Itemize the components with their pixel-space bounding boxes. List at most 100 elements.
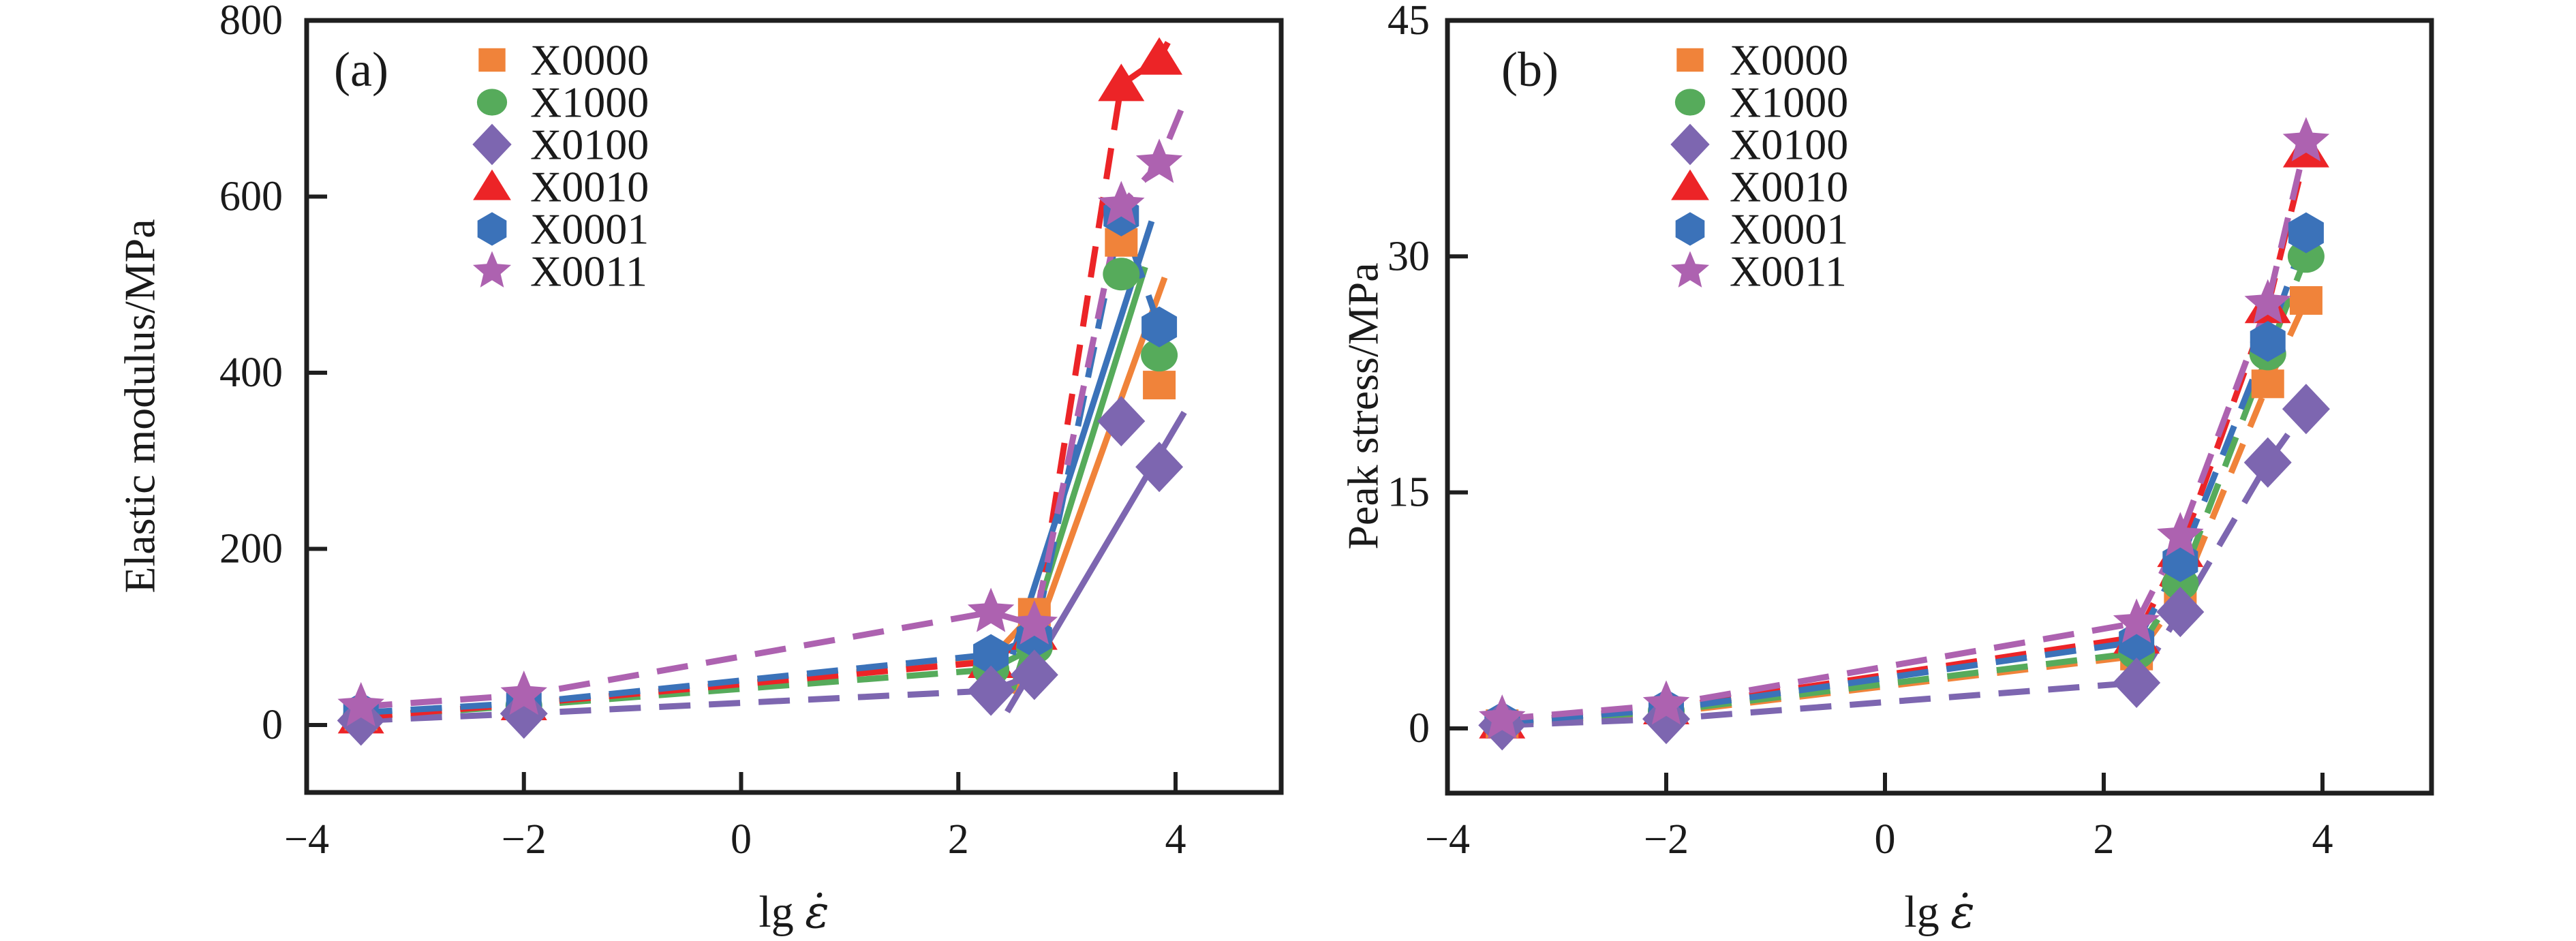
legend-label-X0011: X0011 [530,247,647,296]
y-tick-label: 600 [219,174,283,220]
marker-X0011 [2157,512,2204,557]
legend-marker-X0011 [1670,251,1710,288]
marker-X0100 [500,688,548,739]
marker-X0001 [973,634,1009,675]
x-tick-label: 0 [1875,816,1896,863]
series-line-X1000 [1501,255,2310,727]
fit-line-X0001 [1009,220,1155,655]
legend-item-X0100: X0100 [1670,121,1848,169]
marker-X0000 [1143,371,1176,400]
panel-label: (a) [334,42,388,97]
marker-X0011 [1479,694,1526,739]
x-tick-label: 0 [731,816,752,863]
marker-X0011 [2244,279,2291,324]
legend-marker-X1000 [1674,89,1706,116]
series-line-X1000 [361,645,1036,720]
marker-X0100 [2156,587,2205,638]
series-line-X0000 [361,610,1037,720]
marker-X0001 [1141,306,1178,348]
legend-item-X1000: X1000 [476,78,649,127]
marker-X0100 [1097,396,1146,447]
legend-marker-X0000 [478,48,506,72]
legend-label-X0011: X0011 [1730,247,1847,296]
marker-X0011 [1135,138,1183,183]
x-tick-label: 2 [948,816,969,863]
x-tick-label: −4 [1425,816,1470,863]
legend-label-X0010: X0010 [1730,163,1848,211]
y-tick-label: 800 [219,0,283,44]
marker-X0011 [500,670,547,715]
y-axis-title: Peak stress/MPa [1339,262,1387,549]
legend-item-X0011: X0011 [1670,247,1847,296]
y-axis-title: Elastic modulus/MPa [116,219,164,593]
y-tick-label: 400 [219,350,283,396]
legend-label-X0001: X0001 [530,205,649,253]
legend-label-X0010: X0010 [530,163,649,211]
legend-label-X0100: X0100 [1730,121,1848,169]
legend-label-X1000: X1000 [530,78,649,127]
legend-marker-X0001 [477,212,507,246]
marker-X0011 [2113,598,2160,643]
y-tick-label: 15 [1387,469,1430,516]
x-axis-title: lg ε̇ [1904,886,1974,938]
marker-X0011 [1098,181,1145,226]
marker-X0001 [2288,212,2324,253]
legend-label-X0001: X0001 [1730,205,1848,253]
series-line-X0100 [361,672,1036,724]
y-tick-label: 30 [1387,233,1430,279]
marker-X0011 [337,681,384,726]
marker-X1000 [1141,339,1178,372]
legend-item-X0001: X0001 [1675,205,1848,253]
x-tick-label: 2 [2094,816,2115,863]
legend-label-X0000: X0000 [1730,36,1848,84]
legend-marker-X0100 [472,123,512,166]
panel-a: −4 −2 0 2 4 0 200 400 600 800 X0000X1000X0100X0010… [116,0,1284,938]
marker-X0011 [1642,680,1690,725]
panel-label: (b) [1501,42,1559,97]
marker-X0100 [2282,384,2330,435]
marker-X1000 [2287,240,2325,273]
x-axis-title: lg ε̇ [758,886,829,938]
legend-marker-X0011 [472,251,512,288]
marker-X0000 [2251,369,2284,399]
series-line-X0010 [1501,150,2310,726]
marker-X0010 [1098,63,1145,102]
y-tick-label: 200 [219,526,283,572]
marker-X0001 [2250,320,2286,362]
marker-X0011 [2282,117,2330,161]
legend-label-X1000: X1000 [1730,78,1848,127]
plot-box [1445,18,2434,796]
legend-marker-X0010 [473,169,511,200]
marker-X0010 [1136,37,1183,75]
y-tick-label: 45 [1387,0,1430,44]
legend-item-X0000: X0000 [1676,36,1848,84]
legend-label-X0100: X0100 [530,121,649,169]
marker-X0100 [967,665,1015,716]
x-tick-label: −2 [502,816,547,863]
legend-item-X0010: X0010 [473,163,649,211]
marker-X0000 [2289,286,2322,315]
legend-marker-X0000 [1676,48,1704,72]
marker-X0100 [2243,437,2292,488]
marker-X0011 [967,587,1015,632]
legend-item-X0100: X0100 [472,121,649,169]
legend-label-X0000: X0000 [530,36,649,84]
marker-X1000 [1103,258,1140,291]
y-tick-label: 0 [1409,705,1430,752]
legend-marker-X1000 [476,89,508,116]
marker-X0100 [2113,658,2161,709]
series-line-X0000 [1501,299,2310,727]
legend-item-X0001: X0001 [477,205,649,253]
legend-marker-X0010 [1671,169,1709,200]
legend-item-X0011: X0011 [472,247,647,296]
y-tick-label: 0 [262,702,283,748]
x-tick-label: −2 [1644,816,1689,863]
x-tick-label: 4 [1165,816,1186,863]
legend-marker-X0001 [1675,212,1705,246]
marker-X0100 [1010,649,1058,700]
marker-X0100 [1135,442,1184,493]
x-tick-label: −4 [284,816,329,863]
legend-item-X0000: X0000 [478,36,649,84]
